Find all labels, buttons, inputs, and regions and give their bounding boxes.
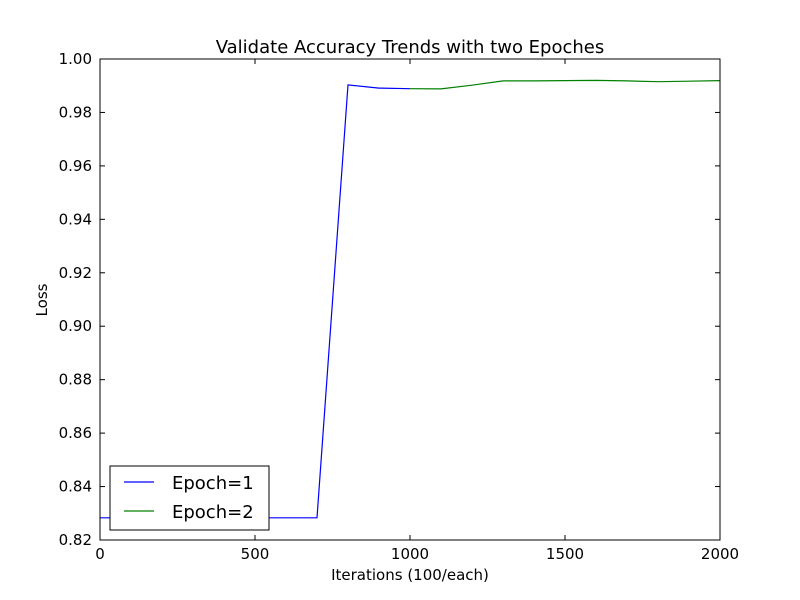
legend-box: [109, 465, 270, 531]
y-tick-label: 0.84: [59, 478, 92, 496]
chart-title: Validate Accuracy Trends with two Epoche…: [216, 37, 605, 58]
legend-label-epoch-1: Epoch=1: [172, 473, 254, 494]
x-tick-label: 1000: [391, 545, 429, 563]
axis-ticks: 0 500 1000 1500 2000 0.82 0.84 0.86 0.88 0.90 0.92…: [59, 50, 740, 563]
y-tick-label: 0.92: [59, 264, 92, 282]
legend: Epoch=1 Epoch=2: [109, 465, 270, 531]
y-axis-title: Loss: [33, 283, 51, 316]
x-tick-label: 1500: [546, 545, 584, 563]
y-tick-label: 0.86: [59, 424, 92, 442]
y-tick-label: 0.82: [59, 531, 92, 549]
y-tick-label: 0.98: [59, 103, 92, 121]
y-tick-label: 0.94: [59, 210, 92, 228]
y-tick-label: 0.88: [59, 371, 92, 389]
x-tick-label: 500: [241, 545, 270, 563]
plot-lines: [100, 79, 721, 519]
y-tick-label: 1.00: [59, 50, 92, 68]
x-axis-title: Iterations (100/each): [331, 566, 489, 584]
series-line-2: [409, 79, 721, 90]
x-tick-label: 2000: [701, 545, 739, 563]
y-tick-label: 0.96: [59, 157, 92, 175]
y-tick-label: 0.90: [59, 317, 92, 335]
legend-label-epoch-2: Epoch=2: [172, 502, 254, 523]
series-line-1: [100, 84, 411, 519]
x-tick-label: 0: [95, 545, 105, 563]
